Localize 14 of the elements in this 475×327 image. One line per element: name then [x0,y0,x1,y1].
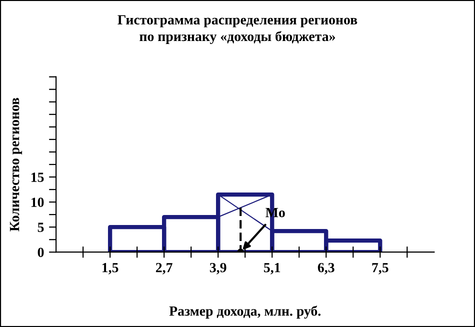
x-axis-title: Размер дохода, млн. руб. [169,306,321,319]
chart-title: Гистограмма распределения регионов [118,15,358,28]
x-tick-label: 2,7 [156,262,172,274]
chart-subtitle: по признаку «доходы бюджета» [140,31,336,44]
x-tick-label: 1,5 [102,263,118,274]
x-tick-label: 6,3 [318,262,334,274]
y-tick-label: 5 [38,222,44,232]
y-tick-label: 0 [38,248,44,258]
x-tick-label: 3,9 [210,262,226,274]
y-axis-title: Количество регионов [10,98,22,232]
x-tick-label: 7,5 [372,263,388,274]
y-tick-label: 15 [31,172,44,182]
y-tick-label: 10 [31,198,44,207]
x-tick-label: 5,1 [264,263,280,274]
